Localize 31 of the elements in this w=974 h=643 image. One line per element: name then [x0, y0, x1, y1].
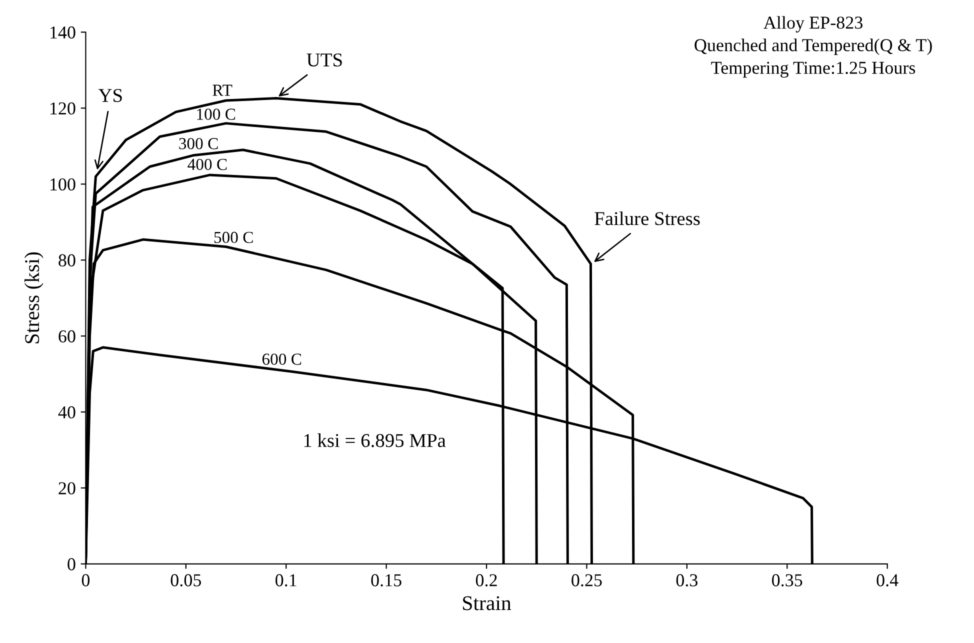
x-tick-label: 0.05 — [170, 574, 202, 586]
annotation: 1 ksi = 6.895 MPa — [304, 433, 446, 448]
y-tick-label: 140 — [50, 26, 76, 39]
y-tick-label: 120 — [50, 102, 76, 115]
chart-title: Alloy EP-823 — [764, 16, 862, 32]
text: Quenched and Tempered(Q & T) Tempering Time:1.25 Hours — [694, 38, 932, 78]
x-tick-label: 0.3 — [676, 574, 698, 586]
annotation: Failure Stress — [594, 211, 700, 226]
annotation: YS — [98, 89, 122, 102]
series-label: 300 C — [179, 138, 218, 150]
x-tick-label: 0 — [82, 574, 90, 586]
y-tick-label: 60 — [58, 330, 76, 342]
series-label: 100 C — [197, 108, 236, 120]
y-axis-title: Stress (ksi) — [24, 252, 44, 344]
x-tick-label: 0.2 — [476, 574, 497, 586]
series-label: 400 C — [188, 158, 227, 170]
x-tick-label: 0.4 — [876, 574, 898, 586]
annotation: UTS — [306, 53, 342, 67]
series-label: 500 C — [214, 232, 253, 244]
x-tick-label: 0.25 — [572, 574, 602, 586]
y-tick-label: 100 — [50, 178, 76, 191]
y-tick-label: 40 — [58, 406, 76, 418]
y-tick-label: 20 — [58, 482, 76, 494]
series-label: RT — [212, 84, 232, 96]
x-tick-label: 0.15 — [371, 574, 402, 586]
x-axis-title: Strain — [463, 596, 512, 610]
y-tick-label: 0 — [68, 558, 76, 570]
series-label: 600 C — [262, 354, 302, 365]
x-tick-label: 0.1 — [276, 574, 296, 586]
y-tick-label: 80 — [58, 254, 76, 266]
x-tick-label: 0.35 — [772, 574, 802, 586]
